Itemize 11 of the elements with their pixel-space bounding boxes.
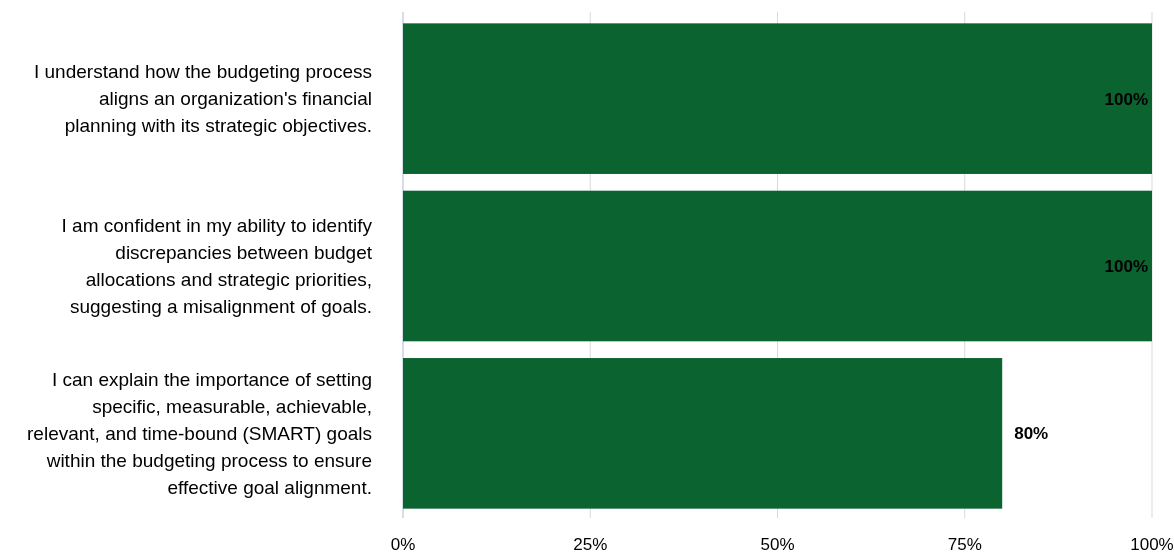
- y-tick-label: I understand how the budgeting process aligns an organization's financial planning with its strategic objectives.: [33, 61, 372, 137]
- data-label: 80%: [1014, 424, 1049, 444]
- y-tick-label: I can explain the importance of setting specific, measurable, achievable, relevant, and time-bound (SMART) goals within the budgeting process to ensure effective goal alignment.: [27, 369, 372, 498]
- x-tick-label: 25%: [573, 535, 608, 554]
- data-label: 100%: [1104, 89, 1148, 109]
- y-tick-label: I am confident in my ability to identify discrepancies between budget allocations and strategic priorities, suggesting a misalignment of goals.: [61, 215, 373, 318]
- data-label: 100%: [1104, 256, 1148, 276]
- x-tick-label: 100%: [1130, 535, 1174, 554]
- x-tick-label: 75%: [947, 535, 982, 554]
- x-tick-label: 0%: [390, 535, 416, 554]
- x-tick-label: 50%: [760, 535, 795, 554]
